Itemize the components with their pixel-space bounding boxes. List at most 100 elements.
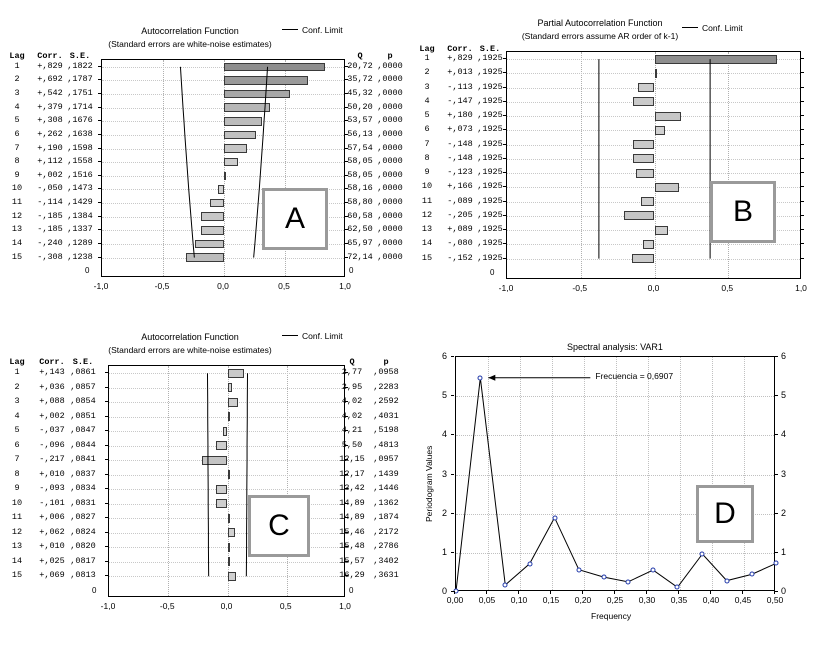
row-p: ,5198 [373,425,399,436]
row-corr: +,180 [447,110,473,121]
row-tick-right [345,65,348,67]
y-tick-label-right: 6 [781,351,787,361]
legend-conf-limit: Conf. Limit [682,23,743,33]
row-se: ,1787 [67,74,93,85]
row-lag: 12 [11,210,23,221]
row-tick-left [98,147,101,149]
row-corr: -,217 [39,454,65,465]
row-p: ,2592 [373,396,399,407]
data-point [699,551,705,557]
row-tick-left [105,372,108,374]
gridline-horizontal [102,107,344,109]
row-tick-right [345,256,348,258]
gridline-horizontal [102,148,344,150]
legend-conf-limit: Conf. Limit [282,25,343,35]
acf-bar [632,254,655,264]
x-tick-label: 1,0 [795,283,807,293]
column-header-lag: Lag [419,44,435,54]
column-header-corr: Corr. [39,357,65,367]
gridline-vertical [488,357,489,590]
row-corr: -,123 [447,167,473,178]
column-header-lag: Lag [9,51,25,61]
row-se: ,0841 [70,454,96,465]
row-tick-right [345,242,348,244]
row-se: ,1925 [477,67,503,78]
row-corr: -,089 [447,195,473,206]
x-tick-mark [550,591,551,594]
row-p: ,0000 [377,60,403,71]
x-tick-label: 0,20 [574,595,592,605]
x-tick-label: -1,0 [93,281,109,291]
gridline-horizontal [109,576,344,578]
acf-bar [654,68,657,78]
row-corr: +,379 [37,101,63,112]
row-tick-left [503,214,506,216]
gridline-horizontal [507,187,800,189]
row-tick-right [801,58,804,60]
x-tick-label: -0,5 [159,601,175,611]
row-lag: 9 [424,167,430,178]
acf-bar [227,412,230,422]
column-header-q: Q [357,51,363,61]
y-tick-mark-left [451,512,454,514]
row-tick-right [801,214,804,216]
row-corr: -,114 [37,197,63,208]
y-tick-mark-left [451,591,454,592]
acf-bar [632,140,655,150]
row-p: ,0000 [377,88,403,99]
row-corr: +,112 [37,156,63,167]
row-corr: -,113 [447,81,473,92]
y-tick-mark-right [775,512,778,514]
row-corr: -,185 [37,210,63,221]
row-tick-right [345,372,348,374]
row-p: ,0000 [377,210,403,221]
row-tick-left [98,65,101,67]
y-tick-mark-left [451,434,454,436]
row-tick-left [503,172,506,174]
row-tick-left [98,202,101,204]
row-lag: 5 [14,115,20,126]
row-tick-right [345,120,348,122]
panel-subtitle: (Standard errors assume AR order of k-1) [521,31,679,41]
data-point [674,584,680,590]
row-q: 58,05 [347,169,373,180]
gridline-horizontal [109,387,344,389]
data-point [724,578,730,584]
row-tick-right [345,106,348,108]
row-p: ,0000 [377,183,403,194]
acf-bar [224,144,248,153]
data-point [601,574,607,580]
row-q: 58,16 [347,183,373,194]
gridline-horizontal [102,66,344,68]
y-tick-mark-right [775,434,778,436]
conf-limit-lines [206,373,249,577]
row-tick-right [345,401,348,403]
row-p: ,0000 [377,237,403,248]
row-tick-left [503,229,506,231]
row-se: ,1925 [477,124,503,135]
x-tick-label: 0,5 [279,601,292,611]
row-tick-left [105,386,108,388]
row-tick-left [105,430,108,432]
row-tick-left [98,79,101,81]
row-q: 35,72 [347,74,373,85]
acf-bar [654,54,777,64]
row-se: ,1822 [67,60,93,71]
x-tick-label: 0,10 [510,595,528,605]
row-corr: +,062 [39,526,65,537]
gridline-horizontal [507,230,800,232]
row-corr: +,069 [39,570,65,581]
row-tick-right [801,72,804,74]
row-lag: 3 [14,396,20,407]
gridline-horizontal [507,116,800,118]
acf-bar [654,182,679,192]
row-q: 53,57 [347,115,373,126]
row-se: ,0844 [70,439,96,450]
row-tick-left [105,560,108,562]
row-tick-right [345,174,348,176]
row-corr: +,002 [39,410,65,421]
row-tick-right [801,86,804,88]
acf-bar [201,212,224,221]
row-lag: 8 [14,156,20,167]
panel-spectral-d: Spectral analysis: VAR1 Frecuencia = 0,69… [410,320,814,653]
